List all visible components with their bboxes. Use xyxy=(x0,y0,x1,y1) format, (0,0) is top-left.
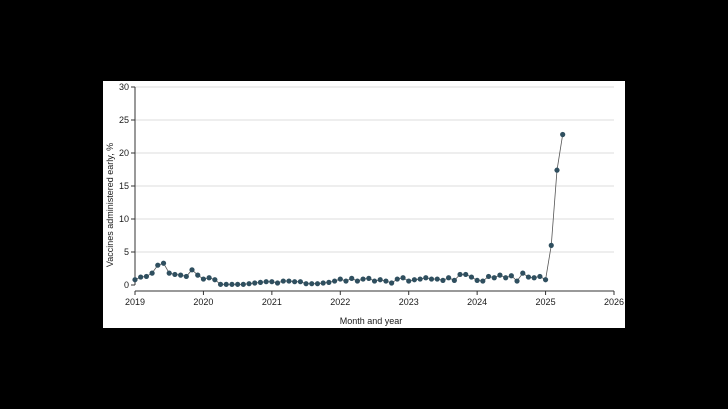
x-tick-label: 2022 xyxy=(330,297,350,307)
x-tick-label: 2020 xyxy=(193,297,213,307)
data-point xyxy=(160,260,167,266)
y-axis-title: Vaccines administered early, % xyxy=(105,143,115,267)
data-point xyxy=(309,281,315,287)
data-point xyxy=(183,273,189,280)
data-point xyxy=(548,242,554,248)
data-point xyxy=(525,274,532,280)
data-point xyxy=(326,279,332,285)
data-point xyxy=(217,281,224,287)
data-point xyxy=(240,281,246,287)
data-point xyxy=(542,277,549,283)
data-point xyxy=(377,277,383,283)
x-axis-title: Month and year xyxy=(340,316,403,326)
data-point xyxy=(463,271,469,278)
chart-panel: 0 5 10 15 20 25 30 2019 2020 2021 2022 2023 2024 2025… xyxy=(103,81,625,328)
data-point xyxy=(349,275,355,281)
data-point xyxy=(354,278,360,284)
y-tick-label: 30 xyxy=(119,82,129,92)
data-point xyxy=(480,278,486,284)
data-point xyxy=(400,275,406,281)
data-point xyxy=(149,270,155,276)
data-point xyxy=(520,270,526,276)
x-tick-label: 2026 xyxy=(604,297,624,307)
data-point xyxy=(200,276,207,282)
x-tick-label: 2019 xyxy=(125,297,145,307)
data-point xyxy=(417,276,423,282)
x-tick-label: 2025 xyxy=(536,297,556,307)
data-point xyxy=(343,278,349,284)
data-point xyxy=(314,281,321,287)
data-point xyxy=(508,273,514,279)
data-point xyxy=(132,277,138,283)
series-layer xyxy=(132,131,566,287)
data-point xyxy=(428,276,435,282)
data-point xyxy=(303,281,309,287)
data-point xyxy=(206,275,212,281)
data-point xyxy=(337,276,343,282)
data-point xyxy=(320,280,326,286)
grid-layer xyxy=(135,86,614,253)
data-point xyxy=(138,274,144,280)
data-point xyxy=(155,262,161,268)
data-point xyxy=(286,278,292,284)
data-point xyxy=(468,274,475,280)
x-tick-label: 2021 xyxy=(262,297,282,307)
data-point xyxy=(332,278,338,284)
y-tick-label: 25 xyxy=(119,115,129,125)
data-point xyxy=(446,275,452,281)
y-tick-label: 15 xyxy=(119,181,129,191)
data-point xyxy=(531,275,537,281)
data-point xyxy=(235,281,241,287)
data-point xyxy=(212,277,218,283)
data-point xyxy=(497,272,503,278)
data-point xyxy=(269,279,275,285)
x-tick-label: 2023 xyxy=(399,297,419,307)
data-point xyxy=(485,273,492,280)
data-point xyxy=(411,277,417,283)
data-point xyxy=(434,276,440,282)
data-point xyxy=(280,278,286,284)
data-point xyxy=(297,279,303,285)
data-point xyxy=(178,272,184,278)
y-tick-label: 5 xyxy=(124,247,129,257)
data-point xyxy=(172,271,178,278)
data-point xyxy=(514,278,520,284)
data-point xyxy=(263,279,269,285)
series-line xyxy=(134,134,564,285)
y-tick-label: 0 xyxy=(124,280,129,290)
data-point xyxy=(389,280,395,286)
data-point xyxy=(189,267,195,273)
data-point xyxy=(491,275,497,281)
y-tick-label: 10 xyxy=(119,214,129,224)
data-point xyxy=(451,277,457,283)
data-point xyxy=(292,279,298,285)
data-point xyxy=(457,271,463,278)
data-point xyxy=(195,272,201,278)
data-point xyxy=(537,273,543,280)
data-point xyxy=(223,281,229,287)
data-point xyxy=(143,273,150,280)
data-point xyxy=(560,131,566,138)
data-point xyxy=(166,270,172,276)
data-point xyxy=(503,275,509,281)
data-point xyxy=(383,278,389,284)
data-point xyxy=(246,281,252,287)
data-point xyxy=(229,281,235,287)
data-point xyxy=(394,276,400,282)
x-tick-label: 2024 xyxy=(467,297,487,307)
data-point xyxy=(257,279,264,285)
data-point xyxy=(474,277,480,283)
data-point xyxy=(274,280,281,286)
y-tick-label: 20 xyxy=(119,148,129,158)
data-point xyxy=(371,278,378,284)
data-point xyxy=(423,275,429,281)
data-point xyxy=(366,275,372,281)
data-point xyxy=(440,277,446,283)
data-point xyxy=(554,167,560,173)
data-point xyxy=(360,276,366,282)
data-point xyxy=(406,278,412,284)
data-point xyxy=(252,280,258,286)
